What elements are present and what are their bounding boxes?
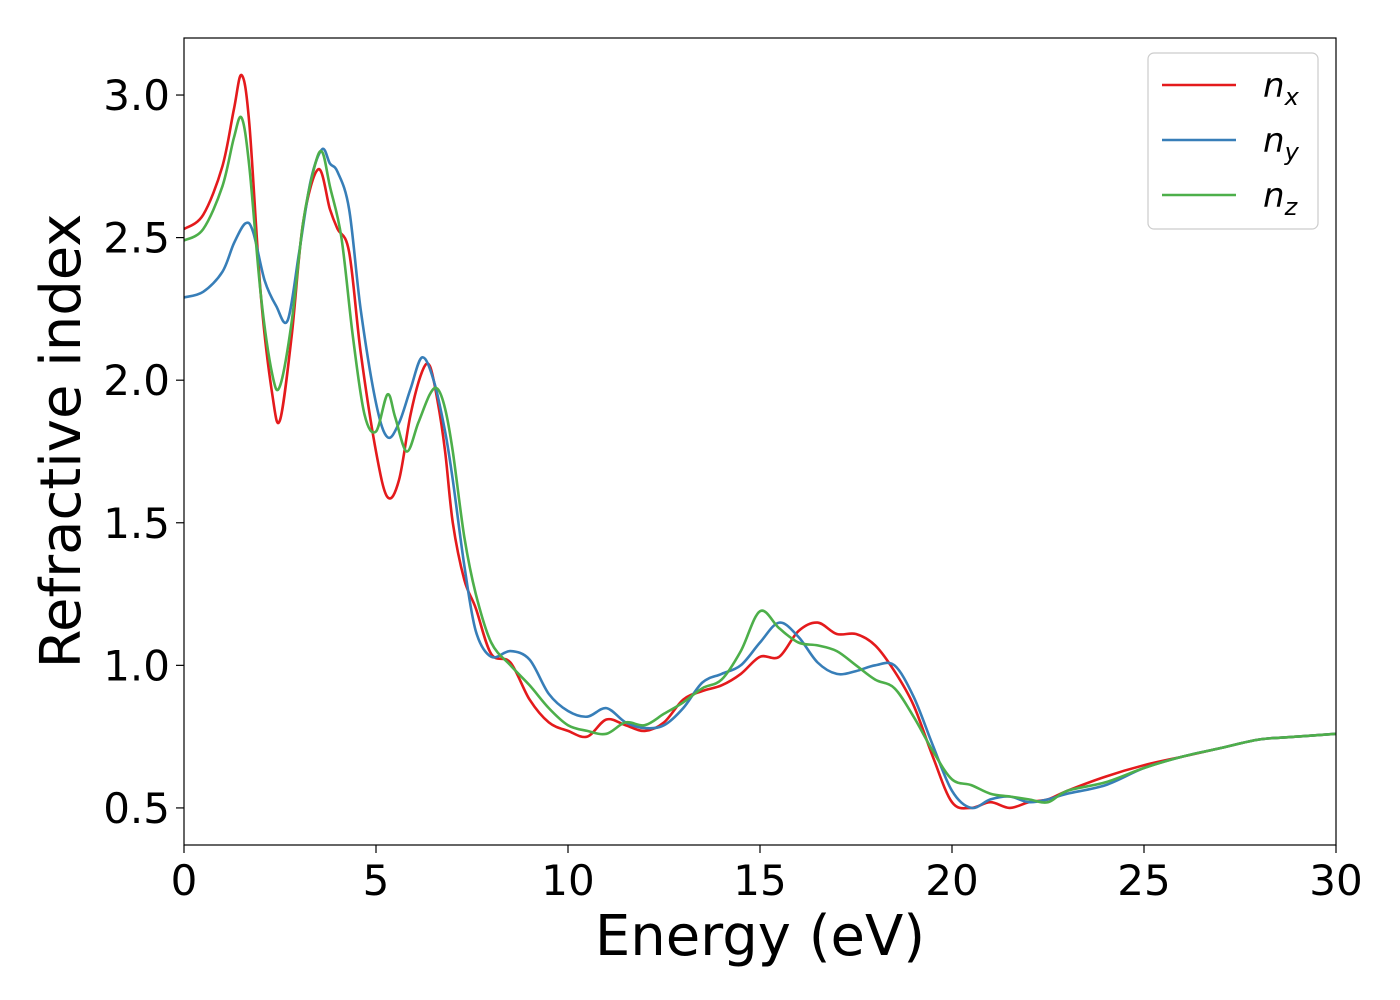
x-tick-label: 0 bbox=[171, 856, 198, 905]
x-axis-title: Energy (eV) bbox=[595, 904, 925, 969]
y-axis: 0.5 1.0 1.5 2.0 2.5 3.0 bbox=[103, 71, 184, 833]
x-axis: 0 5 10 15 20 25 30 bbox=[171, 845, 1363, 905]
y-tick-label: 2.5 bbox=[103, 214, 170, 263]
x-tick-label: 30 bbox=[1309, 856, 1362, 905]
x-tick-label: 20 bbox=[925, 856, 978, 905]
series-line-nz bbox=[184, 115, 1336, 804]
x-tick-label: 25 bbox=[1117, 856, 1170, 905]
y-tick-label: 1.0 bbox=[103, 641, 170, 690]
series-line-ny bbox=[184, 147, 1336, 810]
x-tick-label: 15 bbox=[733, 856, 786, 905]
y-tick-label: 1.5 bbox=[103, 499, 170, 548]
y-tick-label: 3.0 bbox=[103, 71, 170, 120]
y-tick-label: 0.5 bbox=[103, 784, 170, 833]
y-axis-title: Refractive index bbox=[29, 214, 94, 669]
x-tick-label: 5 bbox=[363, 856, 390, 905]
series-layer bbox=[184, 73, 1336, 810]
y-tick-label: 2.0 bbox=[103, 356, 170, 405]
x-tick-label: 10 bbox=[541, 856, 594, 905]
